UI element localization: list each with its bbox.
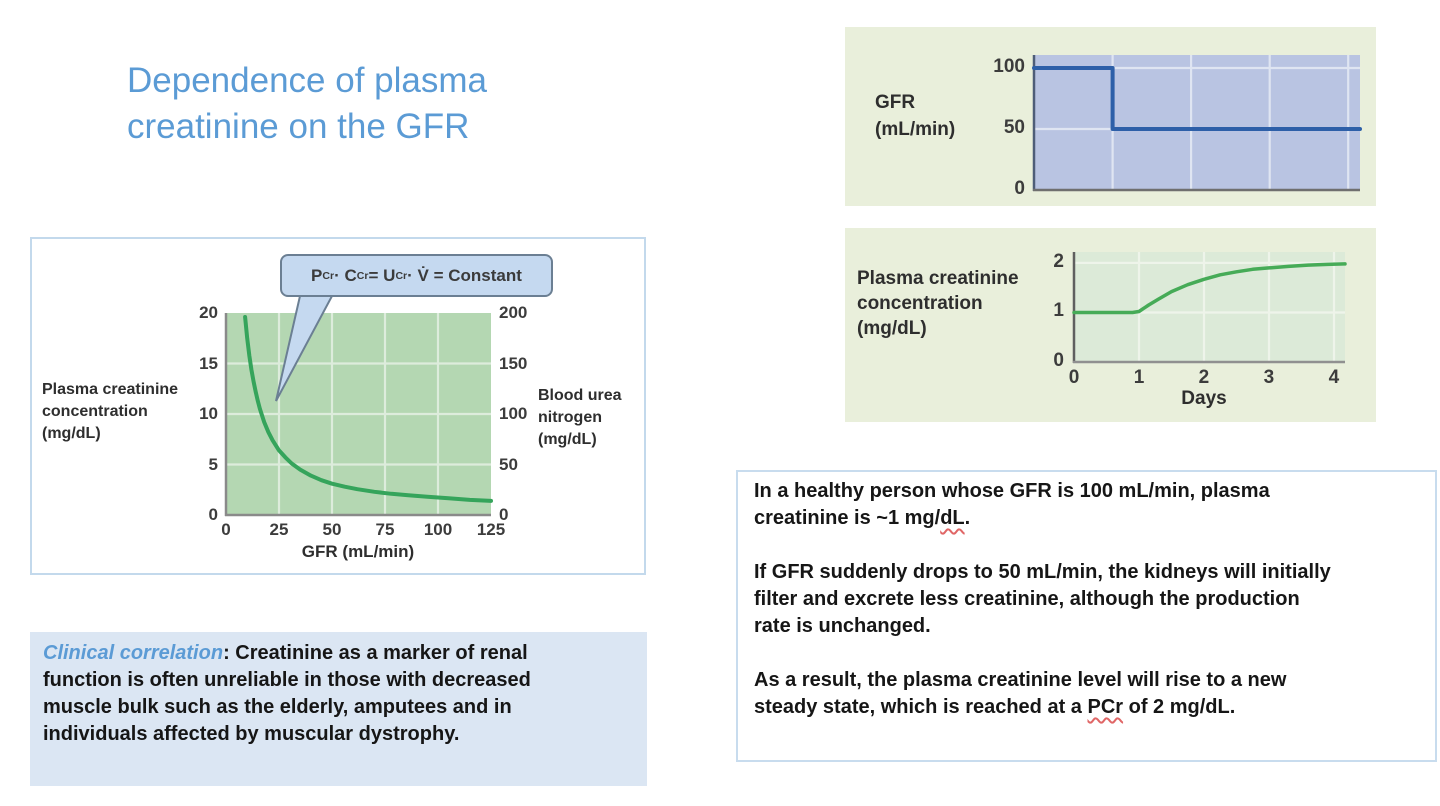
clinical-correlation-lead: Clinical correlation	[43, 642, 224, 664]
page-title: Dependence of plasma creatinine on the G…	[127, 58, 597, 150]
y-right-tick-label: 150	[499, 353, 528, 373]
y-left-tick-label: 10	[199, 404, 218, 423]
x-tick-label: 0	[1068, 367, 1080, 388]
paragraph: Clinical correlation: Creatinine as a ma…	[43, 640, 634, 748]
text-segment: As a result, the plasma creatinine level…	[754, 669, 1287, 691]
gfr-step-chart	[1032, 55, 1362, 192]
plasma-creatinine-curve	[243, 315, 493, 503]
spellcheck-word: PCr	[1087, 696, 1124, 718]
right-y-axis-label: Blood urea nitrogen (mg/dL)	[538, 385, 644, 451]
y-right-tick-label: 200	[499, 303, 528, 322]
text-segment: If GFR suddenly drops to 50 mL/min, the …	[754, 561, 1331, 583]
y-tick-label: 0	[1014, 178, 1025, 199]
pcr-vs-gfr-figure: P Cr · C Cr = U Cr · V̇ = Constant Plasma c…	[30, 237, 646, 575]
text-segment: In a healthy person whose GFR is 100 mL/…	[754, 480, 1270, 502]
label-line: Plasma creatinine	[857, 268, 1019, 289]
title-line: Dependence of plasma	[127, 61, 487, 100]
x-axis-label: GFR (mL/min)	[301, 542, 415, 561]
y-tick-label: 2	[1053, 250, 1064, 272]
text-segment: function is often unreliable in those wi…	[43, 669, 531, 691]
label-line: concentration	[857, 293, 983, 314]
label-line: GFR	[875, 92, 916, 113]
label-line: (mg/dL)	[857, 318, 927, 339]
gfr-step-panel: GFR (mL/min) 0 50 100	[845, 27, 1376, 206]
info-text-box: In a healthy person whose GFR is 100 mL/…	[736, 470, 1437, 762]
y-left-tick-label: 0	[208, 505, 218, 524]
y-left-tick-label: 15	[199, 353, 218, 373]
text-segment: creatinine is ~1 mg/	[754, 507, 941, 529]
x-tick-label: 1	[1133, 367, 1145, 388]
text-segment: steady state, which is reached at a	[754, 696, 1088, 718]
text-segment: filter and excrete less creatinine, alth…	[754, 588, 1300, 610]
x-tick-label: 75	[375, 520, 395, 539]
label-line: nitrogen	[538, 409, 602, 426]
paragraph: If GFR suddenly drops to 50 mL/min, the …	[754, 559, 1419, 640]
title-line: creatinine on the GFR	[127, 107, 470, 146]
y-tick-label: 50	[1003, 117, 1025, 139]
x-tick-label: 4	[1328, 367, 1340, 388]
text-segment: muscle bulk such as the elderly, amputee…	[43, 696, 512, 718]
pcr-vs-gfr-chart	[224, 295, 493, 517]
y-right-tick-label: 0	[499, 505, 509, 524]
x-tick-label: 3	[1263, 367, 1275, 388]
label-line: concentration	[42, 403, 148, 420]
y-left-tick-label: 20	[199, 303, 218, 322]
pcr-rise-panel: Plasma creatinine concentration (mg/dL) …	[845, 228, 1376, 422]
y-right-tick-label: 100	[499, 404, 528, 423]
text-segment: individuals affected by muscular dystrop…	[43, 723, 460, 745]
text-segment: .	[964, 507, 971, 529]
plasma-creatinine-rise-plot-area	[1074, 252, 1345, 362]
label-line: Blood urea	[538, 387, 622, 404]
y-left-tick-label: 5	[208, 454, 218, 474]
x-tick-label: 125	[476, 520, 506, 539]
clinical-correlation-box: Clinical correlation: Creatinine as a ma…	[30, 632, 647, 786]
x-tick-label: 100	[423, 520, 453, 539]
gfr-axis-label: GFR (mL/min)	[875, 89, 955, 143]
plasma-creatinine-rise-curve	[1072, 262, 1347, 315]
gfr-step-line	[1032, 66, 1362, 131]
x-tick-label: 2	[1198, 367, 1210, 388]
gfr-step-plot-area	[1034, 55, 1360, 190]
y-tick-label: 1	[1053, 300, 1064, 322]
y-tick-label: 100	[993, 56, 1025, 78]
text-segment: rate is unchanged.	[754, 615, 931, 637]
label-line: (mg/dL)	[538, 431, 597, 448]
pcr-rise-chart	[1072, 252, 1347, 364]
days-axis-label: Days	[1181, 388, 1227, 409]
text-segment: : Creatinine as a marker of renal	[223, 642, 528, 664]
left-y-axis-label: Plasma creatinine concentration (mg/dL)	[42, 379, 222, 445]
x-tick-label: 0	[221, 520, 231, 539]
y-right-tick-label: 50	[499, 454, 518, 474]
pcr-axis-label: Plasma creatinine concentration (mg/dL)	[857, 266, 1019, 341]
text-segment: of 2 mg/dL.	[1123, 696, 1236, 718]
formula-callout: P Cr · C Cr = U Cr · V̇ = Constant	[280, 254, 553, 297]
paragraph: In a healthy person whose GFR is 100 mL/…	[754, 478, 1419, 532]
x-tick-label: 50	[322, 520, 342, 539]
spellcheck-word: dL	[940, 507, 965, 529]
label-line: (mg/dL)	[42, 425, 101, 442]
x-tick-label: 25	[269, 520, 289, 539]
label-line: Plasma creatinine	[42, 381, 179, 398]
label-line: (mL/min)	[875, 119, 956, 140]
paragraph: As a result, the plasma creatinine level…	[754, 667, 1419, 721]
y-tick-label: 0	[1053, 350, 1064, 371]
